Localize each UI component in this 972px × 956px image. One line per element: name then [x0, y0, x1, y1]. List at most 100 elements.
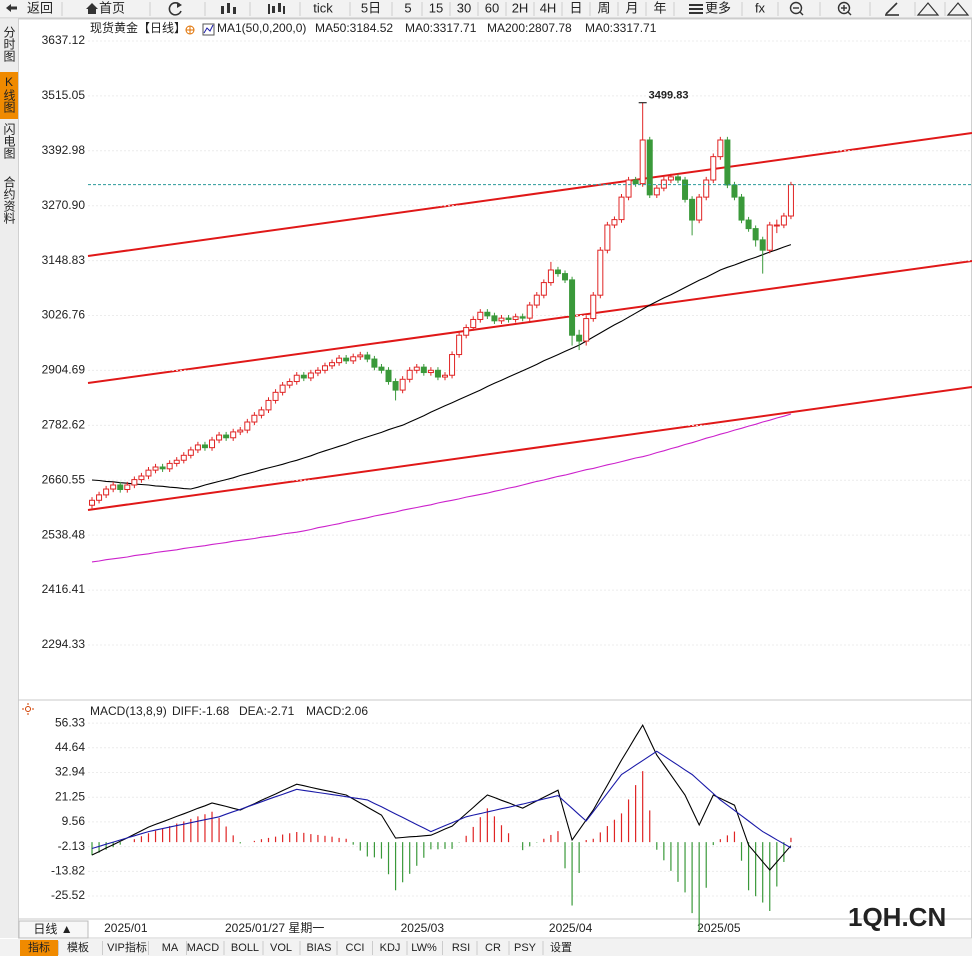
candle-body	[724, 139, 731, 186]
candle-body	[710, 156, 717, 181]
bottom-tab[interactable]: CCI	[346, 942, 365, 954]
toolbar-button[interactable]: 首页	[99, 0, 125, 15]
y-tick-label: 3637.12	[42, 33, 86, 47]
candle-body	[385, 369, 392, 383]
y-tick-label: 3515.05	[42, 88, 86, 102]
legend-entry: MA0:3317.71	[405, 21, 477, 35]
indicator-line	[91, 244, 792, 490]
candle-body	[117, 484, 124, 490]
triangle-icon[interactable]	[946, 2, 970, 16]
candle-body	[442, 374, 448, 378]
candle-body	[216, 434, 223, 441]
toolbar-button[interactable]: 月	[625, 0, 638, 15]
high-label: 3499.83	[649, 90, 689, 102]
candle-body	[674, 176, 681, 181]
refresh-icon[interactable]	[168, 2, 182, 16]
toolbar-button[interactable]: 2H	[512, 0, 529, 15]
candle-body	[562, 273, 569, 281]
toolbar-button[interactable]: 年	[653, 0, 666, 15]
y-tick-label: 3392.98	[42, 143, 86, 157]
candle-body	[682, 179, 689, 200]
bottom-tab[interactable]: 指标	[28, 940, 50, 954]
candle-body	[237, 429, 244, 433]
toolbar-button[interactable]: 5	[404, 0, 411, 15]
candle-body	[145, 469, 152, 477]
bottom-tab[interactable]: LW%	[411, 942, 437, 954]
candle-body	[604, 224, 611, 251]
candle-body	[569, 279, 576, 336]
pen-icon[interactable]	[885, 2, 899, 16]
candle-body	[223, 434, 230, 439]
toolbar-button[interactable]: fx	[755, 0, 766, 15]
side-tab[interactable]: K线图	[2, 75, 16, 113]
y-tick-label: 44.64	[55, 740, 85, 754]
indicator-icon-line	[203, 24, 214, 34]
candle-body	[209, 439, 216, 449]
candle-body	[103, 488, 110, 496]
bottom-tab[interactable]: VOL	[270, 942, 292, 954]
toolbar-button[interactable]: 周	[597, 0, 610, 15]
candle-body	[731, 184, 738, 198]
period-tab-box[interactable]	[18, 920, 89, 939]
candle-body	[152, 466, 159, 471]
indicator-icon[interactable]	[202, 23, 215, 36]
candle-body	[632, 179, 639, 185]
candle-body	[780, 215, 787, 226]
candle-body	[166, 462, 173, 470]
candle-icon[interactable]	[221, 3, 236, 14]
macd-settings-icon[interactable]	[22, 703, 34, 715]
toolbar-button[interactable]: 更多	[705, 0, 731, 15]
toolbar-button[interactable]: 返回	[27, 0, 53, 15]
side-tab[interactable]: 分时图	[2, 26, 16, 62]
panel-frame	[18, 18, 972, 939]
bottom-tab[interactable]: CR	[485, 942, 501, 954]
cursor-date: 2025/01/27 星期一	[225, 921, 324, 935]
add-icon[interactable]	[185, 25, 195, 35]
zoom-out-icon[interactable]	[789, 1, 804, 16]
side-tab-active	[0, 72, 18, 119]
candle-body	[618, 196, 625, 221]
triangle-icon[interactable]	[916, 2, 940, 16]
candle-body	[766, 224, 773, 251]
bottom-tab[interactable]: VIP指标	[107, 940, 147, 954]
toolbar-button[interactable]: 日	[569, 0, 582, 15]
side-tab[interactable]: 合约资料	[2, 175, 16, 224]
bottom-tab[interactable]: 模板	[67, 940, 89, 954]
toolbar-button[interactable]: 5日	[361, 0, 381, 15]
bottom-tab[interactable]: 设置	[550, 941, 572, 954]
y-tick-label: 56.33	[55, 715, 85, 729]
candle-body	[696, 196, 703, 221]
candle-body	[194, 444, 201, 451]
bottom-tab[interactable]: PSY	[514, 942, 537, 954]
y-tick-label: 2538.48	[42, 527, 86, 541]
bottom-tab[interactable]: MA	[162, 942, 179, 954]
trend-line	[87, 260, 972, 384]
bottom-tab[interactable]: BOLL	[231, 942, 259, 954]
y-tick-label: -25.52	[51, 888, 85, 902]
side-tab[interactable]: 闪电图	[2, 123, 16, 159]
home-icon	[86, 3, 98, 14]
candle-body	[406, 369, 413, 380]
candle-body	[89, 499, 95, 506]
bottom-tab[interactable]: BIAS	[306, 942, 331, 954]
bottom-tab[interactable]: MACD	[187, 942, 219, 954]
period-tab[interactable]: 日线 ▲	[33, 922, 72, 936]
chart-type-icon[interactable]	[268, 3, 285, 14]
candle-body	[449, 354, 456, 376]
toolbar-button[interactable]: 30	[457, 0, 471, 15]
candle-body	[773, 224, 780, 227]
toolbar-button[interactable]: tick	[313, 0, 333, 15]
zoom-in-icon[interactable]	[837, 1, 852, 16]
toolbar-button[interactable]: 15	[429, 0, 443, 15]
candle-body	[491, 315, 498, 322]
candle-body	[526, 304, 533, 319]
toolbar-button[interactable]: 4H	[540, 0, 557, 15]
candle-body	[96, 494, 103, 501]
bottom-tab[interactable]: RSI	[452, 942, 470, 954]
toolbar-button[interactable]: 60	[485, 0, 499, 15]
legend-entry: MACD:2.06	[306, 704, 368, 718]
bottom-tab[interactable]: KDJ	[380, 942, 401, 954]
candle-body	[131, 479, 138, 486]
